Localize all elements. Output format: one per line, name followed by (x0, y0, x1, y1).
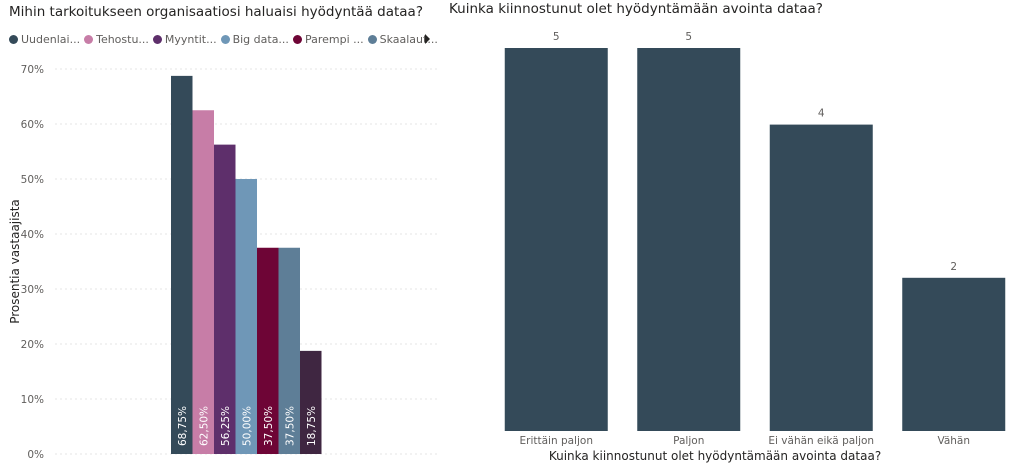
bar-data-label: 5 (553, 31, 560, 43)
x-axis-title: Kuinka kiinnostunut olet hyödyntämään av… (549, 449, 881, 463)
bar-data-label: 62,50% (198, 406, 210, 446)
bar-data-label: 18,75% (306, 406, 318, 446)
legend-label: Parempi ... (304, 32, 364, 46)
legend-item[interactable]: Uudenlai... (9, 33, 80, 46)
bar-data-label: 37,50% (263, 406, 275, 446)
legend-marker-icon (9, 34, 18, 44)
left-chart-title: Mihin tarkoitukseen organisaatiosi halua… (9, 4, 423, 20)
legend-marker-icon (292, 34, 302, 44)
bar (769, 124, 873, 431)
legend-label: Myyntit... (164, 32, 217, 46)
bar (171, 75, 193, 454)
legend: Uudenlai... Tehostu... Myyntit... Big da… (9, 30, 439, 48)
bar (902, 277, 1006, 431)
y-tick-label: 10% (21, 394, 44, 406)
legend-label: Uudenlai... (21, 32, 81, 46)
bar (278, 247, 300, 454)
y-tick-label: 20% (21, 339, 44, 351)
bar-data-label: 50,00% (241, 406, 253, 446)
bar-data-label: 2 (950, 261, 957, 273)
y-tick-label: 60% (21, 119, 44, 131)
y-tick-label: 70% (21, 64, 44, 76)
legend-marker-icon (367, 34, 377, 44)
bar-data-label: 4 (818, 108, 825, 120)
legend-marker-icon (152, 34, 162, 44)
bar (257, 247, 279, 454)
legend-item[interactable]: Skaalaut... (367, 32, 438, 46)
legend-label: Big data... (232, 32, 289, 46)
bar (504, 48, 608, 431)
x-tick-label: Ei vähän eikä paljon (768, 435, 874, 447)
x-tick-label: Erittäin paljon (520, 435, 593, 447)
y-tick-label: 0% (27, 449, 44, 461)
legend-next-arrow-icon[interactable] (425, 34, 430, 44)
y-axis-title: Prosentia vastaajista (8, 199, 22, 324)
y-tick-label: 30% (21, 284, 44, 296)
legend-item[interactable]: Tehostu... (84, 33, 149, 46)
bar-data-label: 56,25% (220, 406, 232, 446)
legend-item[interactable]: Parempi ... (292, 32, 364, 46)
bar (192, 110, 214, 454)
bar (235, 179, 257, 454)
bar (300, 350, 322, 454)
bar (637, 48, 741, 431)
x-tick-label: Vähän (937, 435, 970, 447)
bar-data-label: 5 (685, 31, 692, 43)
legend-marker-icon (220, 34, 230, 44)
right-chart-title: Kuinka kiinnostunut olet hyödyntämään av… (449, 1, 823, 17)
bar-data-label: 68,75% (177, 406, 189, 446)
y-tick-label: 50% (21, 174, 44, 186)
legend-item[interactable]: Myyntit... (152, 32, 217, 46)
legend-label: Tehostu... (96, 32, 149, 46)
legend-label: Skaalaut... (379, 32, 438, 46)
bar-data-label: 37,50% (284, 406, 296, 446)
bar (214, 144, 236, 454)
y-tick-label: 40% (21, 229, 44, 241)
legend-item[interactable]: Big data... (220, 32, 289, 46)
legend-marker-icon (84, 34, 94, 44)
x-tick-label: Paljon (673, 435, 704, 447)
